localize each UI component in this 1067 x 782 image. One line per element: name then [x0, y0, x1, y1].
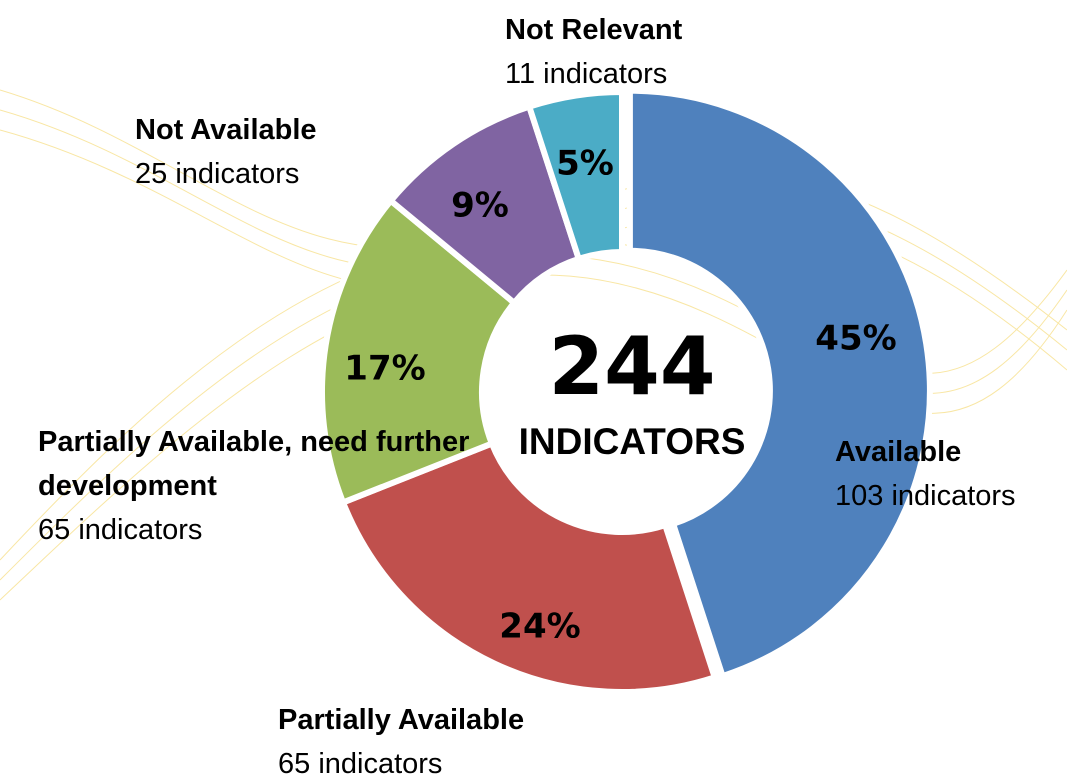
segment-label: Available 103 indicators [835, 430, 1016, 518]
value-label: 9% [451, 186, 509, 226]
value-label: 45% [815, 319, 896, 359]
segment-label: Not Available 25 indicators [135, 108, 317, 196]
category-name: Partially Available [278, 698, 524, 742]
category-count: 103 indicators [835, 480, 1016, 512]
segment-label: Not Relevant 11 indicators [505, 8, 682, 96]
category-name: Available [835, 430, 1016, 474]
center-value: 244 [549, 320, 716, 413]
segment-label: Partially Available, need further develo… [38, 420, 478, 552]
value-label: 5% [556, 144, 614, 184]
value-label: 17% [344, 349, 425, 389]
category-name: Not Relevant [505, 8, 682, 52]
category-name: Partially Available, need further develo… [38, 420, 478, 508]
category-count: 65 indicators [38, 514, 202, 546]
category-count: 25 indicators [135, 158, 299, 190]
category-name: Not Available [135, 108, 317, 152]
value-label: 24% [499, 607, 580, 647]
center-label: INDICATORS [519, 421, 746, 462]
page: 244 INDICATORS 45% 24% 17% 9% 5% Available 10… [0, 0, 1067, 782]
segment-label: Partially Available 65 indicators [278, 698, 524, 782]
category-count: 11 indicators [505, 58, 667, 90]
category-count: 65 indicators [278, 748, 442, 780]
